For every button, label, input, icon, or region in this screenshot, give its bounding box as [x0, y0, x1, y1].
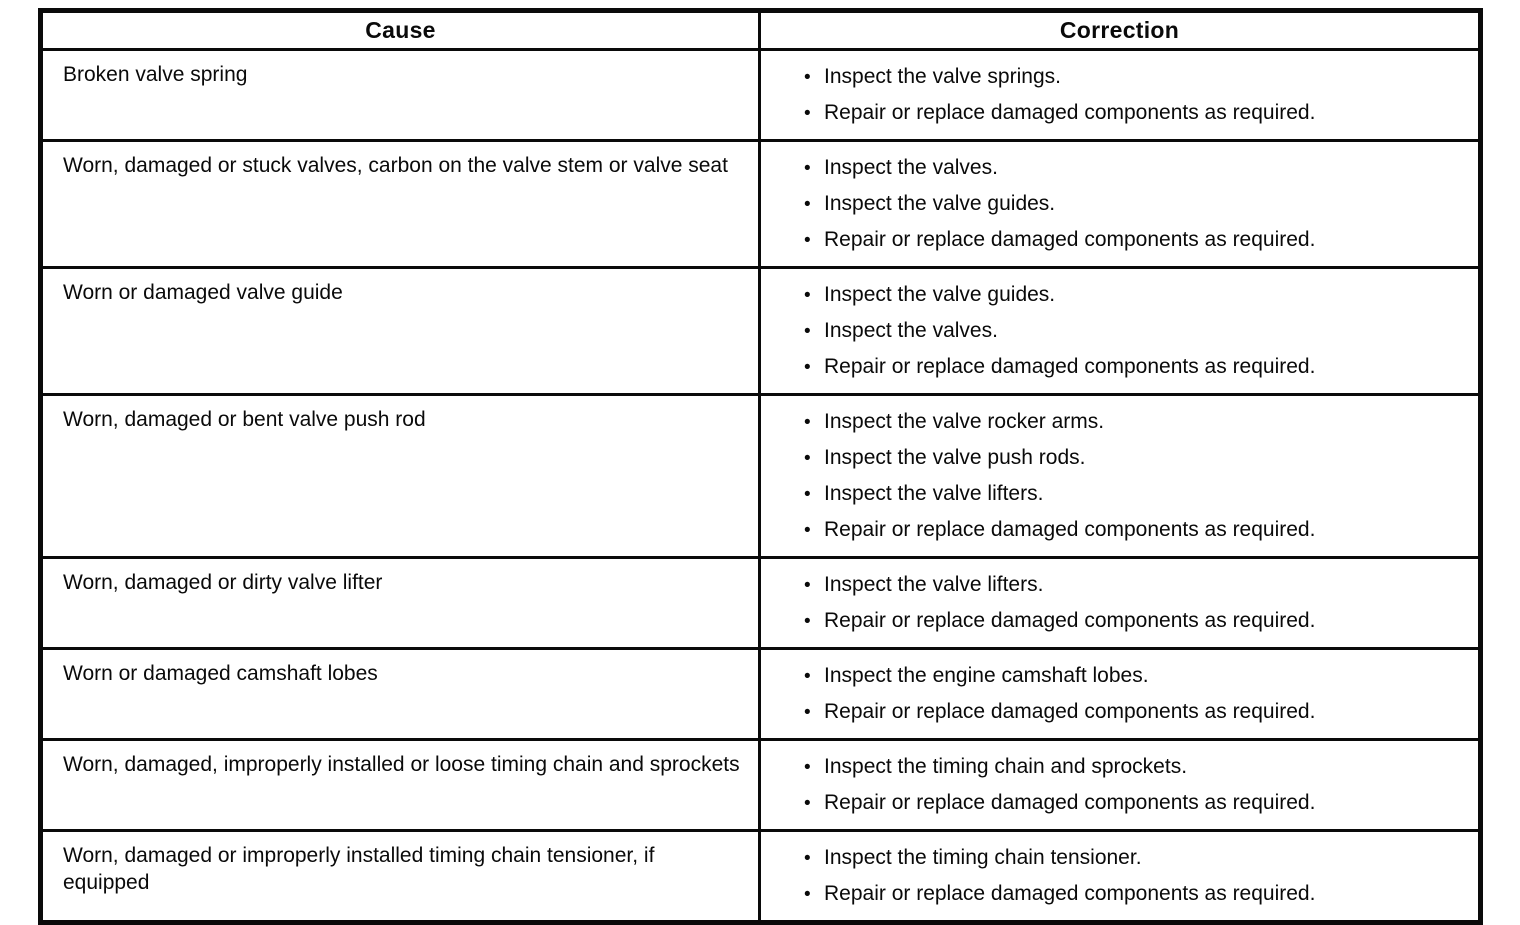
bullet-icon: • [804, 67, 811, 88]
correction-text: Inspect the timing chain and sprockets. [824, 755, 1188, 778]
correction-cell: • Inspect the valve lifters. • Repair or r… [758, 556, 1482, 650]
bullet-icon: • [804, 848, 811, 869]
bullet-icon: • [804, 412, 811, 433]
correction-item: • Inspect the timing chain and sprockets. [761, 749, 1464, 785]
bullet-icon: • [804, 611, 811, 632]
correction-column-header: Correction [758, 9, 1482, 51]
correction-text: Repair or replace damaged components as … [824, 518, 1316, 541]
correction-text: Inspect the valve push rods. [824, 446, 1086, 469]
correction-text: Repair or replace damaged components as … [824, 101, 1316, 124]
cause-cell: Broken valve spring [39, 48, 761, 142]
correction-item: • Inspect the valve push rods. [761, 440, 1464, 476]
cause-cell: Worn, damaged, improperly installed or l… [39, 738, 761, 832]
correction-item: • Inspect the valve lifters. [761, 476, 1464, 512]
correction-text: Inspect the valve rocker arms. [824, 410, 1105, 433]
bullet-icon: • [804, 757, 811, 778]
correction-cell: • Inspect the valve springs. • Repair or r… [758, 48, 1482, 142]
correction-item: • Inspect the engine camshaft lobes. [761, 658, 1464, 694]
correction-item: • Inspect the valve lifters. [761, 567, 1464, 603]
correction-cell: • Inspect the timing chain tensioner. • Re… [758, 829, 1482, 924]
bullet-icon: • [804, 575, 811, 596]
table-row: Worn, damaged or bent valve push rod • In… [39, 393, 1482, 559]
correction-text: Inspect the valve guides. [824, 283, 1056, 306]
correction-item: • Repair or replace damaged components as… [761, 512, 1464, 548]
correction-text: Inspect the timing chain tensioner. [824, 846, 1142, 869]
correction-item: • Inspect the valve springs. [761, 59, 1464, 95]
cause-cell: Worn or damaged valve guide [39, 266, 761, 396]
table-row: Worn, damaged or improperly installed ti… [39, 829, 1482, 924]
cause-cell: Worn, damaged or improperly installed ti… [39, 829, 761, 924]
correction-text: Repair or replace damaged components as … [824, 355, 1316, 378]
table-row: Worn, damaged or dirty valve lifter • Ins… [39, 556, 1482, 650]
correction-text: Repair or replace damaged components as … [824, 228, 1316, 251]
bullet-icon: • [804, 230, 811, 251]
table-row: Broken valve spring • Inspect the valve s… [39, 48, 1482, 142]
cause-cell: Worn, damaged or stuck valves, carbon on… [39, 139, 761, 269]
correction-text: Repair or replace damaged components as … [824, 609, 1316, 632]
correction-item: • Repair or replace damaged components as… [761, 694, 1464, 730]
cause-correction-table: Cause Correction Broken valve spring • In… [38, 8, 1483, 925]
correction-item: • Inspect the valve guides. [761, 277, 1464, 313]
cause-cell: Worn or damaged camshaft lobes [39, 647, 761, 741]
table-row: Worn, damaged or stuck valves, carbon on… [39, 139, 1482, 269]
bullet-icon: • [804, 158, 811, 179]
correction-text: Inspect the valve guides. [824, 192, 1056, 215]
correction-cell: • Inspect the timing chain and sprockets.… [758, 738, 1482, 832]
bullet-icon: • [804, 702, 811, 723]
correction-list: • Inspect the valve guides. • Inspect the … [761, 277, 1464, 385]
correction-text: Inspect the engine camshaft lobes. [824, 664, 1149, 687]
table-row: Worn or damaged camshaft lobes • Inspect … [39, 647, 1482, 741]
correction-text: Inspect the valves. [824, 156, 998, 179]
correction-list: • Inspect the valve springs. • Repair or r… [761, 59, 1464, 131]
correction-item: • Inspect the valve rocker arms. [761, 404, 1464, 440]
correction-item: • Inspect the timing chain tensioner. [761, 840, 1464, 876]
correction-text: Repair or replace damaged components as … [824, 700, 1316, 723]
bullet-icon: • [804, 520, 811, 541]
bullet-icon: • [804, 666, 811, 687]
bullet-icon: • [804, 285, 811, 306]
cause-cell: Worn, damaged or dirty valve lifter [39, 556, 761, 650]
correction-item: • Repair or replace damaged components as… [761, 349, 1464, 385]
correction-cell: • Inspect the valves. • Inspect the valve … [758, 139, 1482, 269]
correction-text: Inspect the valves. [824, 319, 998, 342]
correction-cell: • Inspect the valve rocker arms. • Inspect… [758, 393, 1482, 559]
correction-list: • Inspect the valve rocker arms. • Inspect… [761, 404, 1464, 548]
cause-column-header: Cause [39, 9, 761, 51]
table-row: Worn or damaged valve guide • Inspect the… [39, 266, 1482, 396]
correction-item: • Repair or replace damaged components as… [761, 222, 1464, 258]
correction-list: • Inspect the valve lifters. • Repair or r… [761, 567, 1464, 639]
correction-item: • Inspect the valves. [761, 150, 1464, 186]
correction-list: • Inspect the valves. • Inspect the valve … [761, 150, 1464, 258]
bullet-icon: • [804, 103, 811, 124]
correction-cell: • Inspect the valve guides. • Inspect the … [758, 266, 1482, 396]
correction-text: Inspect the valve lifters. [824, 573, 1044, 596]
bullet-icon: • [804, 448, 811, 469]
bullet-icon: • [804, 194, 811, 215]
correction-cell: • Inspect the engine camshaft lobes. • Rep… [758, 647, 1482, 741]
correction-text: Repair or replace damaged components as … [824, 882, 1316, 905]
correction-text: Inspect the valve lifters. [824, 482, 1044, 505]
bullet-icon: • [804, 884, 811, 905]
correction-item: • Repair or replace damaged components as… [761, 785, 1464, 821]
correction-list: • Inspect the timing chain tensioner. • Re… [761, 840, 1464, 912]
bullet-icon: • [804, 793, 811, 814]
bullet-icon: • [804, 357, 811, 378]
correction-list: • Inspect the engine camshaft lobes. • Rep… [761, 658, 1464, 730]
correction-item: • Inspect the valves. [761, 313, 1464, 349]
correction-list: • Inspect the timing chain and sprockets.… [761, 749, 1464, 821]
correction-item: • Inspect the valve guides. [761, 186, 1464, 222]
correction-text: Inspect the valve springs. [824, 65, 1061, 88]
correction-item: • Repair or replace damaged components as… [761, 876, 1464, 912]
table-header-row: Cause Correction [39, 9, 1482, 51]
correction-item: • Repair or replace damaged components as… [761, 603, 1464, 639]
bullet-icon: • [804, 484, 811, 505]
scanned-document-page: Cause Correction Broken valve spring • In… [38, 8, 1483, 925]
table-row: Worn, damaged, improperly installed or l… [39, 738, 1482, 832]
correction-text: Repair or replace damaged components as … [824, 791, 1316, 814]
cause-cell: Worn, damaged or bent valve push rod [39, 393, 761, 559]
correction-item: • Repair or replace damaged components as… [761, 95, 1464, 131]
bullet-icon: • [804, 321, 811, 342]
